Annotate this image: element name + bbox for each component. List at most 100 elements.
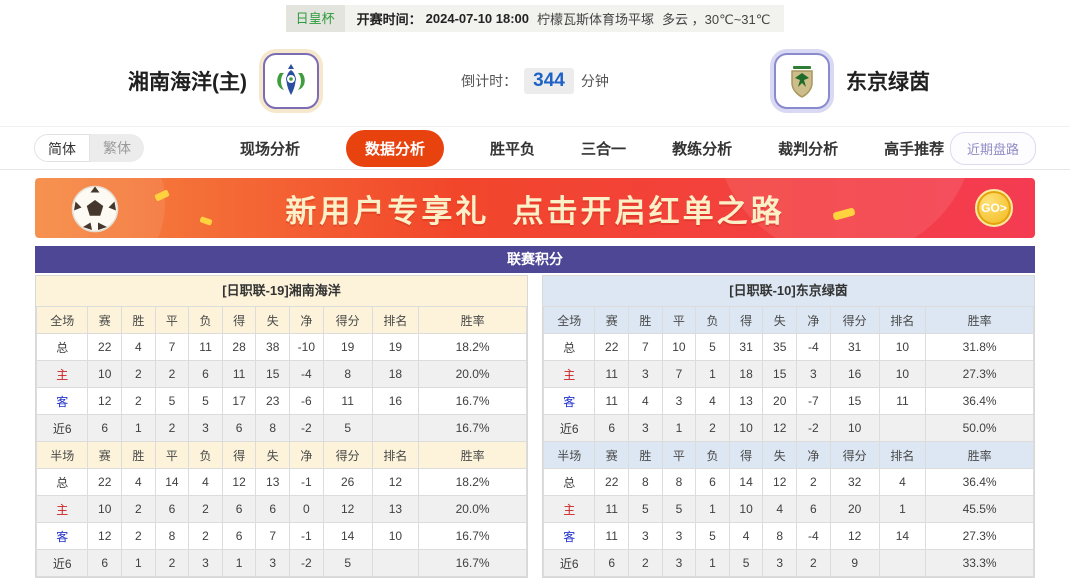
go-button[interactable]: GO>	[975, 189, 1013, 227]
stat-cell: 10	[878, 360, 927, 388]
tab-referee-analysis[interactable]: 裁判分析	[778, 140, 839, 158]
stat-cell: 2	[121, 360, 156, 388]
column-header-row: 全场赛胜平负得失净得分 排名 胜率	[35, 306, 527, 334]
stat-cell: -1	[289, 468, 324, 496]
column-header: 得	[728, 306, 764, 334]
stat-cell: 33.3%	[925, 549, 1034, 577]
stat-cell: 13	[371, 495, 420, 523]
stat-cell: 3	[762, 549, 797, 577]
banner-headline[interactable]: 新用户专享礼 点击开启红单之路	[285, 193, 785, 229]
stat-cell: 10	[728, 495, 764, 523]
row-label: 总	[542, 333, 596, 361]
stat-cell: 18	[728, 360, 764, 388]
recent-trend-button[interactable]: 近期盘路	[949, 131, 1036, 165]
column-header: 失	[762, 441, 797, 469]
kickoff-label: 开赛时间：	[356, 11, 422, 27]
stat-cell: 15	[762, 360, 797, 388]
tab-data-analysis[interactable]: 数据分析	[346, 129, 445, 167]
away-team-name: 东京绿茵	[846, 71, 930, 94]
stat-cell: 4	[695, 387, 730, 415]
stat-cell: 5	[628, 495, 663, 523]
stat-cell: 4	[728, 522, 764, 550]
stat-cell: 6	[695, 468, 730, 496]
column-header: 胜率	[418, 441, 527, 469]
table-row: 近6 6 1 2 3 1 3 -2 5 16.7%	[35, 549, 527, 577]
stat-cell: 5	[695, 333, 730, 361]
stat-cell: 2	[121, 522, 156, 550]
row-label: 客	[542, 387, 596, 415]
lang-simplified[interactable]: 简体	[34, 134, 90, 162]
tab-win-draw-lose[interactable]: 胜平负	[490, 140, 536, 158]
promo-banner[interactable]: 新用户专享礼 点击开启红单之路 GO>	[35, 178, 1035, 238]
countdown-unit: 分钟	[580, 73, 609, 89]
stat-cell: -2	[796, 414, 831, 442]
tab-three-in-one[interactable]: 三合一	[581, 140, 627, 158]
stat-cell: 6	[221, 522, 257, 550]
column-header: 平	[154, 441, 190, 469]
stat-cell: 3	[188, 549, 223, 577]
stat-cell: 2	[188, 522, 223, 550]
column-header: 净	[289, 306, 324, 334]
home-table-header: [日职联-19]湘南海洋	[36, 276, 527, 306]
stat-cell: -1	[289, 522, 324, 550]
stat-cell: 6	[221, 414, 257, 442]
stat-cell: 12	[87, 522, 123, 550]
column-header: 胜	[628, 441, 663, 469]
row-label: 客	[542, 522, 596, 550]
away-table-header: [日职联-10]东京绿茵	[543, 276, 1034, 306]
stat-cell: 18.2%	[418, 333, 527, 361]
stat-cell: 4	[188, 468, 223, 496]
tab-expert-picks[interactable]: 高手推荐	[884, 140, 945, 158]
stat-cell: 20.0%	[418, 495, 527, 523]
stat-cell: 12	[762, 414, 797, 442]
stat-cell: 10	[87, 495, 123, 523]
column-header: 胜率	[925, 441, 1034, 469]
stat-cell: 6	[255, 495, 290, 523]
away-crest-icon	[791, 66, 813, 98]
stat-cell: -10	[289, 333, 324, 361]
stat-cell: 6	[188, 360, 223, 388]
stat-cell: 2	[796, 468, 831, 496]
column-header: 胜率	[418, 306, 527, 334]
column-header: 赛	[87, 441, 123, 469]
stat-cell: 28	[221, 333, 257, 361]
tab-live-analysis[interactable]: 现场分析	[240, 140, 301, 158]
stat-cell	[371, 549, 420, 577]
table-row: 主 11 3 7 1 18 15 3 16 10 27.3%	[542, 360, 1034, 388]
stat-cell	[878, 414, 927, 442]
row-label: 主	[542, 495, 596, 523]
countdown: 倒计时： 344 分钟	[461, 68, 609, 94]
lang-traditional[interactable]: 繁体	[103, 140, 131, 156]
column-header: 净	[796, 306, 831, 334]
home-team-block: 湘南海洋(主)	[0, 53, 461, 109]
stat-cell: 16	[829, 360, 880, 388]
confetti-decoration	[199, 216, 213, 226]
language-toggle[interactable]: 简体 繁体	[34, 134, 144, 162]
away-team-block: 东京绿茵	[609, 53, 1070, 109]
stat-cell: 11	[878, 387, 927, 415]
home-stats-panel: [日职联-19]湘南海洋 全场赛胜平负得失净得分 排名 胜率总 22 4 7 11 28 38-…	[35, 275, 528, 578]
column-header: 平	[661, 306, 697, 334]
stat-cell: -4	[796, 522, 831, 550]
row-label: 客	[35, 387, 89, 415]
stat-cell: -4	[289, 360, 324, 388]
stat-cell: 7	[628, 333, 663, 361]
stat-cell: 5	[154, 387, 190, 415]
stat-cell: 16.7%	[418, 522, 527, 550]
column-header: 胜	[628, 306, 663, 334]
league-badge: 日皇杯	[285, 4, 345, 32]
row-label: 客	[35, 522, 89, 550]
home-team-name: 湘南海洋(主)	[128, 71, 247, 94]
stat-cell: 10	[661, 333, 697, 361]
stat-cell: 11	[594, 495, 630, 523]
stat-cell: 1	[695, 495, 730, 523]
countdown-label: 倒计时：	[461, 73, 518, 89]
nav-tabs: 现场分析 数据分析 胜平负 三合一 教练分析 裁判分析 高手推荐	[240, 129, 945, 167]
column-header: 排名	[878, 441, 927, 469]
stat-cell: 4	[762, 495, 797, 523]
stat-cell: 45.5%	[925, 495, 1034, 523]
stat-cell: 7	[154, 333, 190, 361]
stat-cell: 6	[221, 495, 257, 523]
stat-cell: 2	[628, 549, 663, 577]
tab-coach-analysis[interactable]: 教练分析	[672, 140, 733, 158]
